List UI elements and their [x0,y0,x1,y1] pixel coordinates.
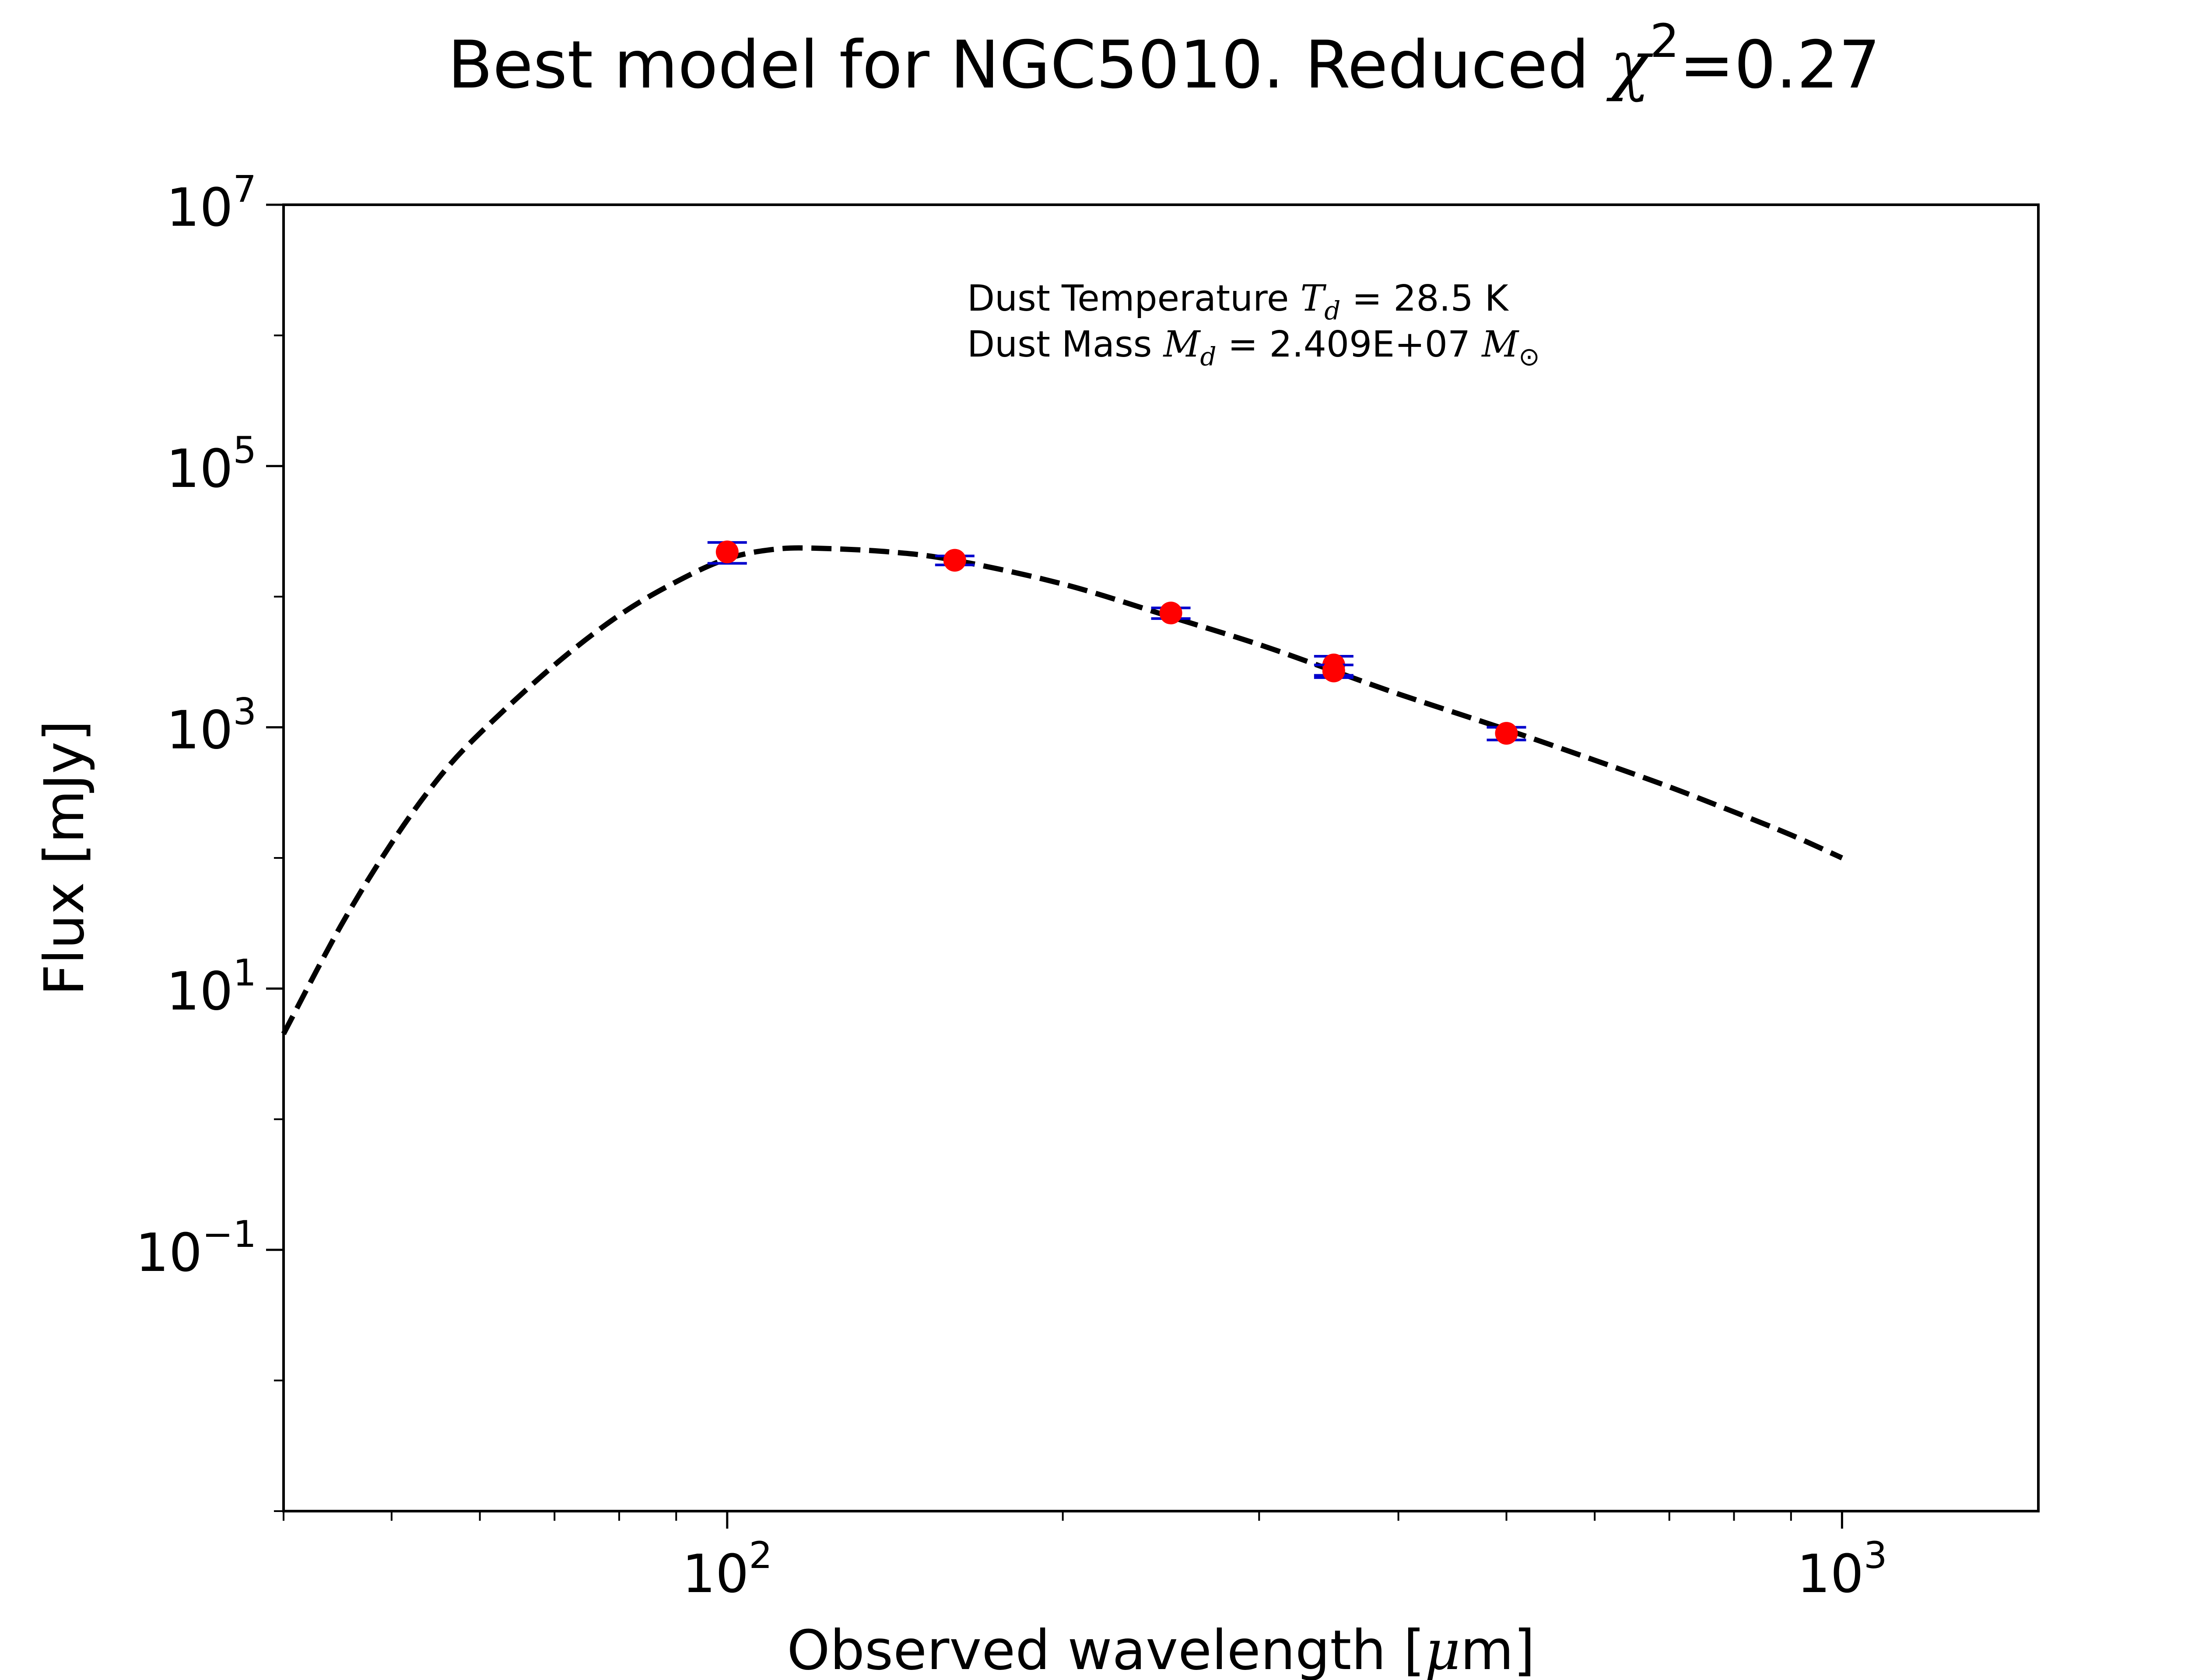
x-tick-label-2: 103 [1797,1534,1887,1605]
chart-title-sup: 2 [1650,14,1679,68]
data-marker [943,549,966,572]
data-point-6 [1487,722,1526,745]
x-axis-label: Observed wavelength [μm] [787,1619,1535,1680]
chart-title-suffix: =0.27 [1679,27,1880,103]
chart-title-prefix: Best model for NGC5010. Reduced [448,27,1610,103]
annotation-dust-mass: Dust Mass Md = 2.409E+07 M⊙ [967,324,1540,371]
data-point-1 [707,540,747,565]
data-marker [715,540,739,564]
y-tick-label-5: 107 [166,168,256,238]
data-point-5 [1314,659,1353,682]
y-tick-label-2: 101 [166,952,256,1022]
y-tick-label-4: 105 [166,429,256,500]
data-marker [1159,602,1182,625]
chart-title: Best model for NGC5010. Reduced χ2=0.27 [448,14,1880,103]
plot-area-frame [282,203,2040,1512]
data-point-2 [935,549,975,572]
observations-layer [707,540,1526,745]
chart-title-symbol: χ [1606,27,1654,103]
data-point-3 [1151,602,1191,625]
ticks-layer: 102 103 10−1 101 103 105 107 [135,168,1887,1605]
x-tick-label-1: 102 [682,1534,772,1605]
annotation-dust-temperature: Dust Temperature Td = 28.5 K [967,278,1509,326]
data-marker [1322,659,1345,682]
y-tick-label-3: 103 [166,690,256,761]
y-axis-label: Flux [mJy] [33,720,96,996]
y-tick-label-1: 10−1 [135,1213,256,1284]
data-marker [1495,722,1518,745]
